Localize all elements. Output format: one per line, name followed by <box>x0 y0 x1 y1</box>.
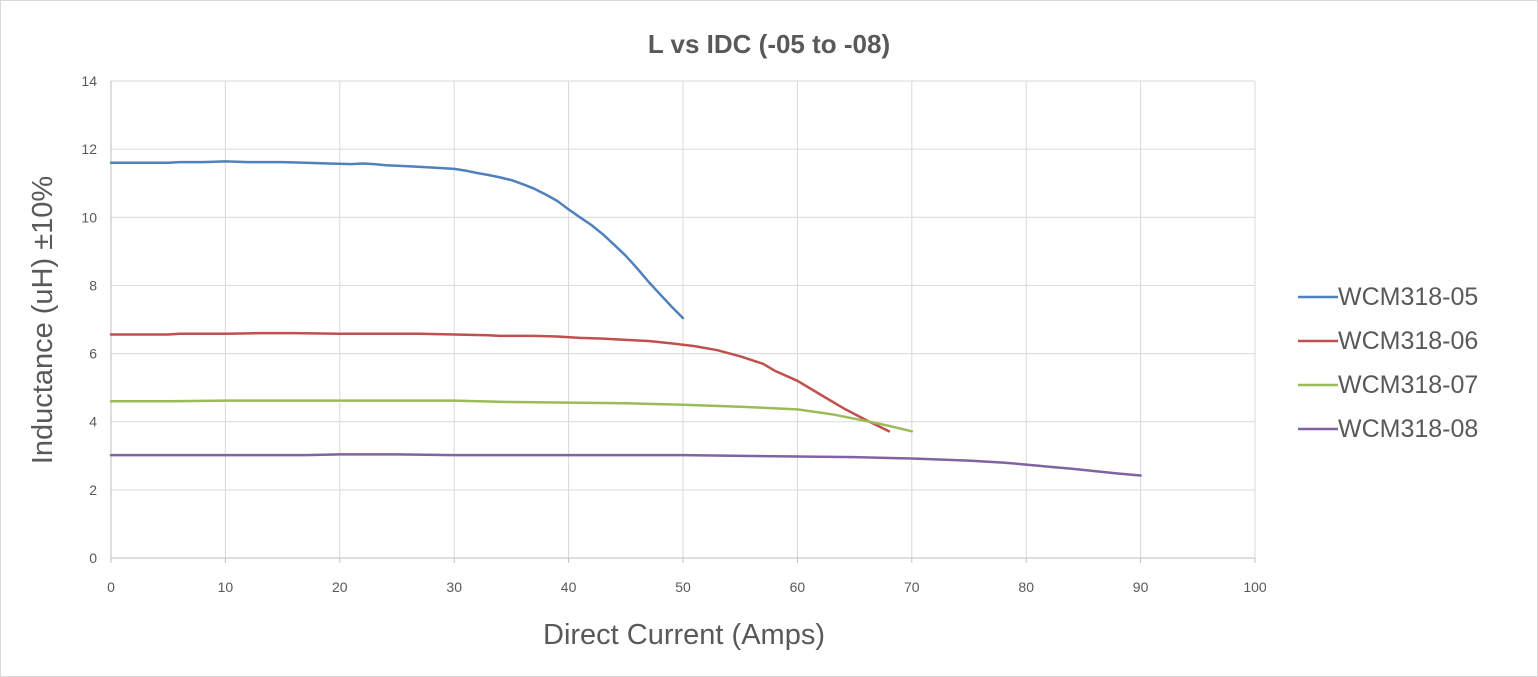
series-line-wcm318-08 <box>109 453 1142 477</box>
y-axis-title: Inductance (uH) ±10% <box>27 176 59 464</box>
x-axis-title: Direct Current (Amps) <box>543 619 825 651</box>
series-line-wcm318-06 <box>109 331 891 433</box>
y-tick-label: 0 <box>89 550 97 566</box>
series-lines <box>109 160 1142 477</box>
y-tick-label: 6 <box>89 346 97 362</box>
y-tick-label: 12 <box>81 141 97 157</box>
y-tick-label: 8 <box>89 277 97 293</box>
y-tick-label: 10 <box>81 209 97 225</box>
x-tick-label: 80 <box>1018 579 1034 595</box>
gridlines <box>111 80 1256 558</box>
legend: WCM318-05 WCM318-06 WCM318-07 WCM318-08 <box>1298 283 1478 443</box>
x-tick-label: 70 <box>904 579 920 595</box>
y-tick-label: 4 <box>89 414 97 430</box>
x-tick-label: 40 <box>561 579 577 595</box>
series-line-wcm318-05 <box>109 160 685 320</box>
x-tick-label: 90 <box>1133 579 1149 595</box>
series-line-wcm318-07 <box>109 399 914 433</box>
x-tick-label: 10 <box>218 579 234 595</box>
y-tick-label: 14 <box>81 73 97 89</box>
legend-label: WCM318-06 <box>1338 327 1478 355</box>
legend-label: WCM318-08 <box>1338 415 1478 443</box>
x-tick-label: 0 <box>107 579 115 595</box>
x-tick-label: 50 <box>675 579 691 595</box>
y-tick-label: 2 <box>89 482 97 498</box>
axes: 0 2 4 6 8 10 12 14 0 10 20 30 40 50 60 70 80 90 100 <box>81 73 1266 595</box>
x-tick-label: 30 <box>446 579 462 595</box>
chart-title: L vs IDC (-05 to -08) <box>648 29 890 59</box>
legend-label: WCM318-05 <box>1338 283 1478 311</box>
x-tick-label: 60 <box>790 579 806 595</box>
x-tick-label: 100 <box>1243 579 1267 595</box>
legend-label: WCM318-07 <box>1338 371 1478 399</box>
x-tick-label: 20 <box>332 579 348 595</box>
